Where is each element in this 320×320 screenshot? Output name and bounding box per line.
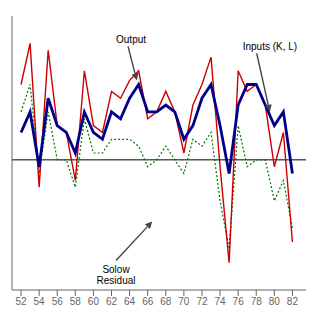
svg-text:78: 78 [251, 296, 263, 307]
svg-text:56: 56 [52, 296, 64, 307]
svg-text:62: 62 [106, 296, 118, 307]
svg-text:74: 74 [214, 296, 226, 307]
svg-text:64: 64 [124, 296, 136, 307]
svg-text:66: 66 [142, 296, 154, 307]
svg-text:70: 70 [178, 296, 190, 307]
svg-text:68: 68 [160, 296, 172, 307]
svg-text:52: 52 [15, 296, 27, 307]
svg-text:54: 54 [34, 296, 46, 307]
svg-text:Output: Output [116, 34, 146, 45]
svg-text:58: 58 [70, 296, 82, 307]
svg-text:SolowResidual: SolowResidual [97, 264, 136, 286]
svg-text:60: 60 [88, 296, 100, 307]
svg-text:82: 82 [287, 296, 299, 307]
svg-text:Inputs (K, L): Inputs (K, L) [243, 41, 297, 52]
svg-text:72: 72 [196, 296, 208, 307]
svg-text:80: 80 [269, 296, 281, 307]
svg-text:76: 76 [233, 296, 245, 307]
